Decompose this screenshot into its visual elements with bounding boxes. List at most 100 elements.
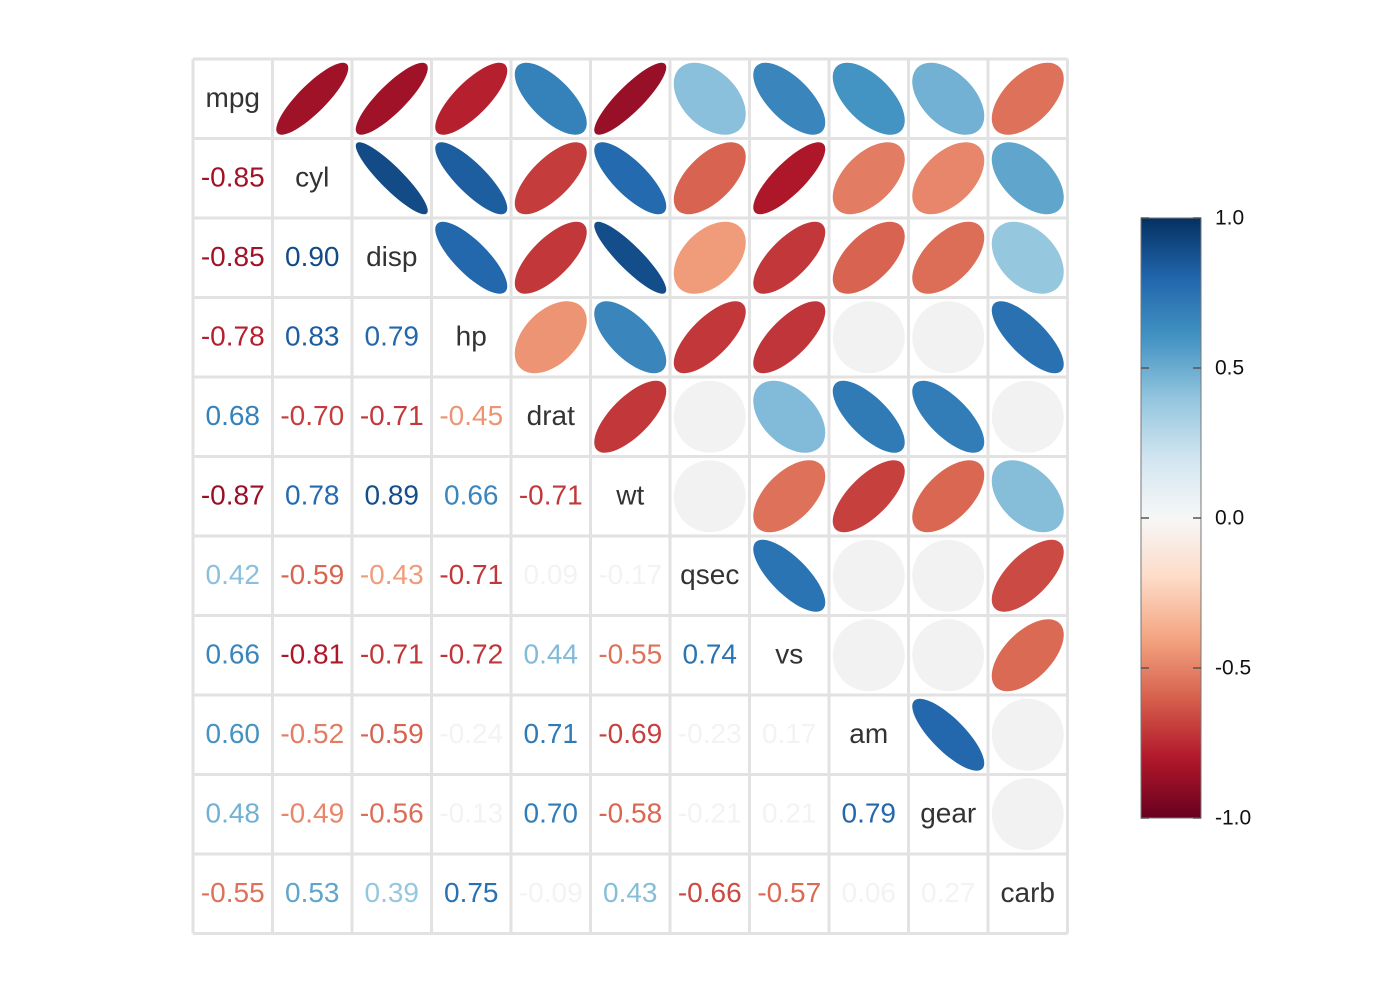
ellipse-disp-qsec bbox=[673, 221, 746, 294]
ellipse-disp-wt bbox=[594, 221, 667, 294]
corr-value-drat-mpg: 0.68 bbox=[206, 400, 261, 431]
corr-value-drat-cyl: -0.70 bbox=[280, 400, 344, 431]
ellipse-hp-am bbox=[832, 301, 905, 374]
corr-value-wt-drat: -0.71 bbox=[519, 480, 583, 511]
corr-value-wt-mpg: -0.87 bbox=[201, 480, 265, 511]
ellipse-drat-carb bbox=[991, 380, 1064, 453]
corr-value-cyl-mpg: -0.85 bbox=[201, 162, 265, 193]
corr-value-wt-cyl: 0.78 bbox=[285, 480, 340, 511]
ellipse-qsec-carb bbox=[991, 539, 1064, 612]
variable-label-gear: gear bbox=[920, 798, 976, 829]
variable-label-cyl: cyl bbox=[295, 162, 329, 193]
corr-value-vs-hp: -0.72 bbox=[439, 639, 503, 670]
ellipse-cyl-drat bbox=[514, 142, 587, 215]
corr-value-gear-hp: -0.13 bbox=[439, 798, 503, 829]
corr-value-am-mpg: 0.60 bbox=[206, 718, 261, 749]
ellipse-cyl-qsec bbox=[673, 142, 746, 215]
corr-value-am-cyl: -0.52 bbox=[280, 718, 344, 749]
ellipse-hp-qsec bbox=[673, 301, 746, 374]
ellipse-wt-am bbox=[832, 460, 905, 533]
corr-value-hp-disp: 0.79 bbox=[365, 321, 420, 352]
corr-value-disp-mpg: -0.85 bbox=[201, 241, 265, 272]
colorbar-tick-label: 0.5 bbox=[1215, 357, 1244, 380]
corr-value-carb-cyl: 0.53 bbox=[285, 877, 340, 908]
ellipse-mpg-hp bbox=[435, 62, 508, 135]
ellipse-wt-carb bbox=[991, 460, 1064, 533]
ellipse-cyl-hp bbox=[435, 142, 508, 215]
corr-value-am-disp: -0.59 bbox=[360, 718, 424, 749]
corr-value-gear-wt: -0.58 bbox=[598, 798, 662, 829]
ellipse-drat-gear bbox=[912, 380, 985, 453]
corr-value-vs-mpg: 0.66 bbox=[206, 639, 261, 670]
corr-value-wt-hp: 0.66 bbox=[444, 480, 499, 511]
ellipse-am-carb bbox=[991, 698, 1064, 771]
colorbar-tick-label: 1.0 bbox=[1215, 207, 1244, 230]
corr-value-disp-cyl: 0.90 bbox=[285, 241, 340, 272]
ellipse-vs-am bbox=[832, 619, 905, 692]
ellipse-gear-carb bbox=[991, 778, 1064, 851]
corr-value-carb-am: 0.06 bbox=[842, 877, 897, 908]
corr-value-qsec-cyl: -0.59 bbox=[280, 559, 344, 590]
corr-value-gear-am: 0.79 bbox=[842, 798, 897, 829]
corr-value-gear-qsec: -0.21 bbox=[678, 798, 742, 829]
variable-label-vs: vs bbox=[775, 639, 803, 670]
ellipse-mpg-cyl bbox=[276, 62, 349, 135]
corr-value-qsec-wt: -0.17 bbox=[598, 559, 662, 590]
ellipse-am-gear bbox=[912, 698, 985, 771]
ellipse-disp-gear bbox=[912, 221, 985, 294]
corr-value-am-wt: -0.69 bbox=[598, 718, 662, 749]
variable-label-carb: carb bbox=[1001, 877, 1055, 908]
matrix-grid bbox=[191, 57, 1069, 935]
colorbar-tick-label: 0.0 bbox=[1215, 507, 1244, 530]
ellipse-mpg-drat bbox=[514, 62, 587, 135]
corr-value-hp-cyl: 0.83 bbox=[285, 321, 340, 352]
corr-value-carb-drat: -0.09 bbox=[519, 877, 583, 908]
corr-value-drat-hp: -0.45 bbox=[439, 400, 503, 431]
ellipse-cyl-am bbox=[832, 142, 905, 215]
ellipse-mpg-disp bbox=[355, 62, 428, 135]
ellipse-hp-gear bbox=[912, 301, 985, 374]
ellipse-cyl-wt bbox=[594, 142, 667, 215]
ellipse-mpg-wt bbox=[594, 62, 667, 135]
ellipse-mpg-vs bbox=[753, 62, 826, 135]
ellipse-hp-vs bbox=[753, 301, 826, 374]
variable-label-mpg: mpg bbox=[206, 82, 260, 113]
ellipse-cyl-carb bbox=[991, 142, 1064, 215]
ellipse-wt-gear bbox=[912, 460, 985, 533]
variable-label-hp: hp bbox=[456, 321, 487, 352]
ellipse-cyl-vs bbox=[753, 142, 826, 215]
corr-value-am-drat: 0.71 bbox=[524, 718, 579, 749]
corr-value-drat-disp: -0.71 bbox=[360, 400, 424, 431]
corr-value-am-vs: 0.17 bbox=[762, 718, 817, 749]
ellipse-hp-wt bbox=[594, 301, 667, 374]
corr-value-carb-gear: 0.27 bbox=[921, 877, 976, 908]
ellipse-mpg-am bbox=[832, 62, 905, 135]
ellipse-mpg-carb bbox=[991, 62, 1064, 135]
colorbar-gradient bbox=[1140, 217, 1202, 819]
ellipse-drat-wt bbox=[594, 380, 667, 453]
corr-value-vs-disp: -0.71 bbox=[360, 639, 424, 670]
ellipse-wt-vs bbox=[753, 460, 826, 533]
ellipse-mpg-qsec bbox=[673, 62, 746, 135]
corr-value-carb-wt: 0.43 bbox=[603, 877, 658, 908]
ellipse-drat-am bbox=[832, 380, 905, 453]
corr-value-vs-wt: -0.55 bbox=[598, 639, 662, 670]
ellipse-qsec-vs bbox=[753, 539, 826, 612]
corr-value-qsec-disp: -0.43 bbox=[360, 559, 424, 590]
ellipse-drat-vs bbox=[753, 380, 826, 453]
matrix-cells: mpg -0.85 cyl -0.85 0.90 disp -0.78 0.83 0.79 hp 0… bbox=[201, 62, 1064, 908]
corr-value-am-hp: -0.24 bbox=[439, 718, 503, 749]
variable-label-wt: wt bbox=[615, 480, 644, 511]
corr-value-carb-mpg: -0.55 bbox=[201, 877, 265, 908]
ellipse-hp-drat bbox=[514, 301, 587, 374]
corr-value-gear-mpg: 0.48 bbox=[206, 798, 261, 829]
ellipse-wt-qsec bbox=[673, 460, 746, 533]
colorbar-tick-label: -0.5 bbox=[1215, 657, 1251, 680]
ellipse-disp-hp bbox=[435, 221, 508, 294]
ellipse-mpg-gear bbox=[912, 62, 985, 135]
ellipse-disp-drat bbox=[514, 221, 587, 294]
corr-value-vs-cyl: -0.81 bbox=[280, 639, 344, 670]
ellipse-vs-gear bbox=[912, 619, 985, 692]
corr-value-gear-cyl: -0.49 bbox=[280, 798, 344, 829]
